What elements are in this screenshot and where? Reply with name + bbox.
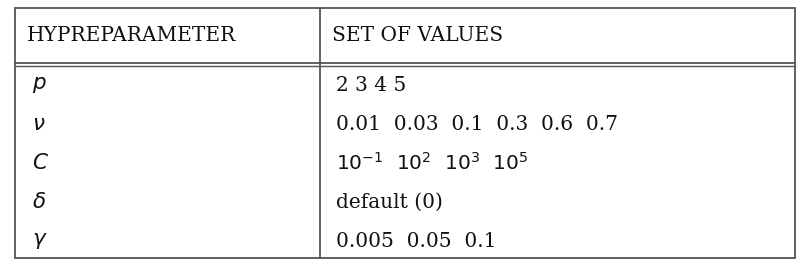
Text: $\nu$: $\nu$ — [32, 114, 46, 134]
Text: $\delta$: $\delta$ — [32, 192, 46, 212]
Text: HYPREPARAMETER: HYPREPARAMETER — [27, 26, 236, 45]
Text: default (0): default (0) — [336, 193, 443, 212]
Text: $10^{-1}\ \ 10^{2}\ \ 10^{3}\ \ 10^{5}$: $10^{-1}\ \ 10^{2}\ \ 10^{3}\ \ 10^{5}$ — [336, 152, 529, 174]
Text: $\gamma$: $\gamma$ — [32, 231, 48, 251]
Text: 0.005  0.05  0.1: 0.005 0.05 0.1 — [336, 232, 497, 251]
Text: SET OF VALUES: SET OF VALUES — [332, 26, 503, 45]
Text: $C$: $C$ — [32, 153, 49, 173]
Text: 0.01  0.03  0.1  0.3  0.6  0.7: 0.01 0.03 0.1 0.3 0.6 0.7 — [336, 115, 618, 134]
Text: 2 3 4 5: 2 3 4 5 — [336, 76, 407, 95]
Text: $p$: $p$ — [32, 75, 47, 95]
